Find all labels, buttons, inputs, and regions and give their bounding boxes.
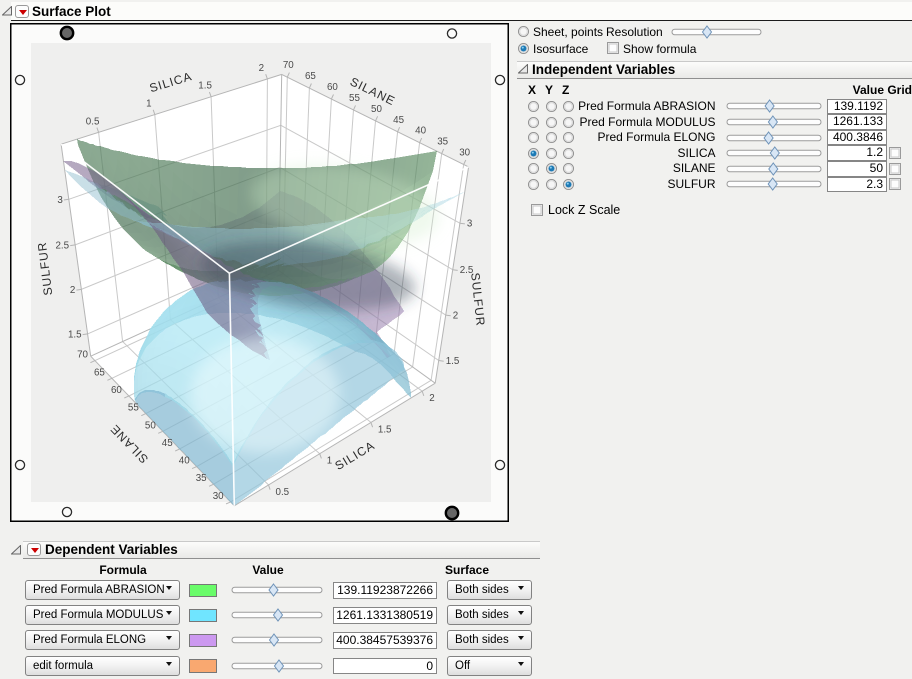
- svg-text:30: 30: [213, 491, 224, 502]
- svg-text:2: 2: [259, 63, 264, 74]
- svg-text:1: 1: [146, 99, 151, 110]
- svg-text:2: 2: [70, 285, 75, 296]
- svg-text:SULFUR: SULFUR: [35, 241, 55, 296]
- svg-text:1.5: 1.5: [446, 356, 460, 367]
- svg-text:65: 65: [305, 71, 316, 82]
- svg-text:1.5: 1.5: [68, 329, 82, 340]
- svg-text:SULFUR: SULFUR: [468, 272, 488, 327]
- svg-text:65: 65: [94, 367, 105, 378]
- svg-text:35: 35: [196, 473, 207, 484]
- svg-text:70: 70: [77, 350, 88, 361]
- svg-text:35: 35: [437, 137, 448, 148]
- svg-text:2: 2: [429, 393, 434, 404]
- svg-text:3: 3: [467, 219, 473, 230]
- svg-text:2.5: 2.5: [460, 265, 474, 276]
- svg-text:60: 60: [111, 385, 122, 396]
- svg-text:1: 1: [327, 456, 332, 467]
- svg-text:45: 45: [162, 438, 173, 449]
- svg-text:30: 30: [459, 148, 470, 159]
- svg-text:70: 70: [283, 60, 294, 71]
- svg-text:0.5: 0.5: [276, 487, 290, 498]
- svg-text:2.5: 2.5: [55, 240, 69, 251]
- svg-text:40: 40: [179, 456, 190, 467]
- svg-text:55: 55: [349, 93, 360, 104]
- svg-text:45: 45: [393, 115, 404, 126]
- svg-text:1.5: 1.5: [198, 81, 212, 92]
- svg-text:55: 55: [128, 403, 139, 414]
- svg-text:60: 60: [327, 82, 338, 93]
- svg-text:2: 2: [453, 311, 458, 322]
- svg-text:3: 3: [57, 195, 63, 206]
- svg-text:50: 50: [145, 420, 156, 431]
- svg-text:0.5: 0.5: [86, 116, 100, 127]
- svg-text:50: 50: [371, 104, 382, 115]
- svg-text:1.5: 1.5: [378, 424, 392, 435]
- svg-text:40: 40: [415, 126, 426, 137]
